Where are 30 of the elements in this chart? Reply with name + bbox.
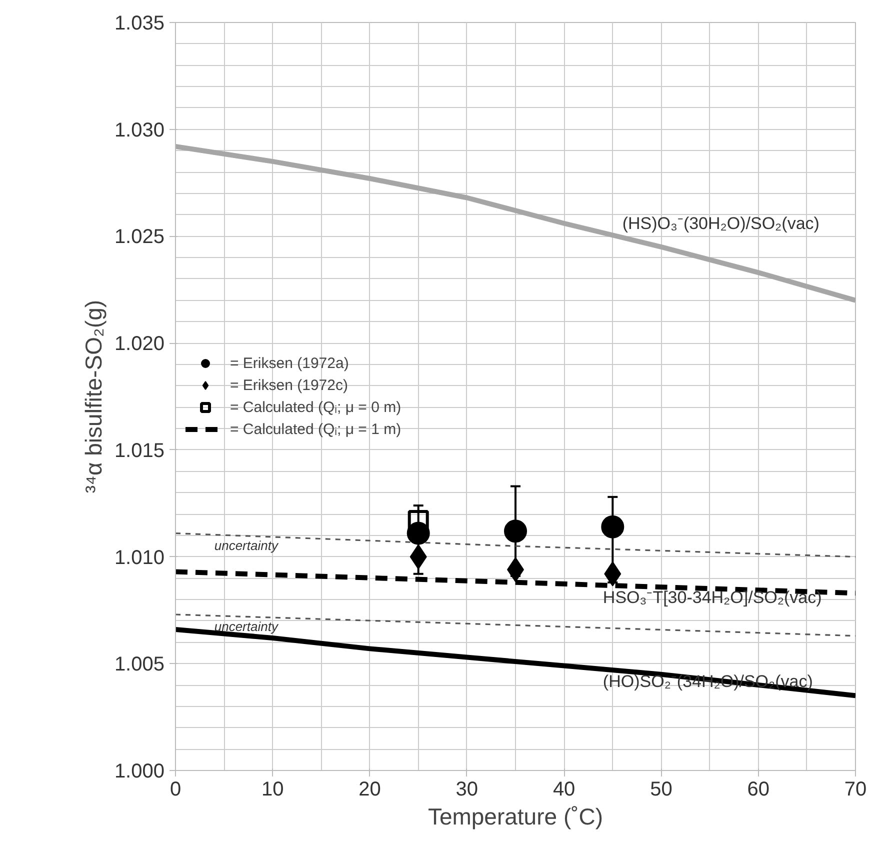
point	[504, 520, 527, 543]
x-tick-label: 40	[552, 778, 576, 800]
point	[601, 515, 624, 538]
annotation: uncertainty	[214, 538, 280, 553]
x-tick-label: 50	[650, 778, 672, 800]
x-axis-title: Temperature (˚C)	[428, 804, 604, 830]
y-tick-label: 1.010	[114, 546, 165, 569]
point	[408, 510, 429, 531]
y-axis-title: ³⁴α bisulfite-SO₂(g)	[80, 300, 106, 494]
annotation: uncertainty	[214, 618, 280, 634]
y-tick-label: 1.035	[114, 12, 165, 34]
x-tick-label: 20	[358, 778, 381, 800]
x-tick-label: 30	[456, 778, 478, 800]
y-tick-label: 1.015	[114, 440, 165, 462]
x-tick-label: 10	[262, 778, 284, 800]
x-tick-label: 0	[170, 778, 182, 800]
annotation: HSO₃⁻T[30-34H₂O]/SO₂(vac)	[602, 588, 822, 608]
legend-label: = Eriksen (1972a)	[230, 354, 349, 372]
y-tick-label: 1.000	[114, 760, 165, 782]
annotation: (HS)O₃⁻(30H₂O)/SO₂(vac)	[622, 214, 820, 234]
y-tick-label: 1.020	[114, 333, 165, 356]
legend-label: = Eriksen (1972c)	[230, 376, 348, 394]
x-tick-label: 60	[747, 778, 770, 800]
point	[406, 522, 430, 545]
y-tick-label: 1.005	[114, 654, 165, 676]
legend-label: = Calculated (Qᵢ; μ = 1 m)	[230, 420, 402, 438]
x-tick-label: 70	[844, 778, 867, 800]
y-tick-label: 1.025	[114, 226, 165, 248]
legend-label: = Calculated (Qᵢ; μ = 0 m)	[230, 398, 402, 416]
y-tick-label: 1.030	[114, 119, 165, 142]
